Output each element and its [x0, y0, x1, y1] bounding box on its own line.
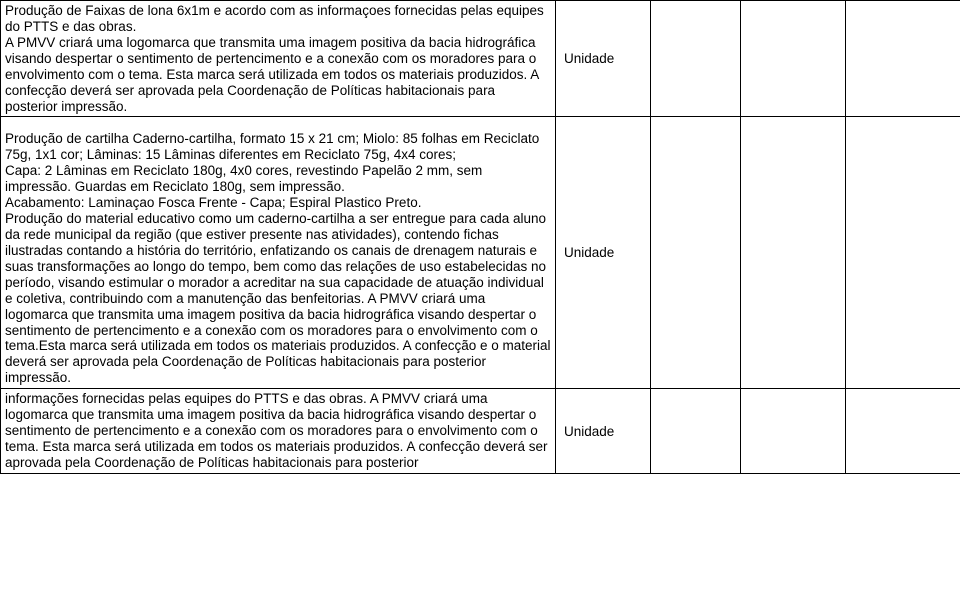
unit-text: Unidade: [564, 424, 614, 439]
unit-text: Unidade: [564, 51, 614, 66]
empty-cell: [846, 117, 960, 389]
description-cell: Produção de cartilha Caderno-cartilha, f…: [1, 117, 556, 389]
empty-cell: [741, 389, 846, 474]
description-cell: informações fornecidas pelas equipes do …: [1, 389, 556, 474]
document-table: Produção de Faixas de lona 6x1m e acordo…: [0, 0, 960, 474]
empty-cell: [651, 389, 741, 474]
unit-cell: Unidade: [556, 117, 651, 389]
table-row: Produção de cartilha Caderno-cartilha, f…: [1, 117, 960, 389]
empty-cell: [741, 1, 846, 117]
empty-cell: [651, 117, 741, 389]
description-text: Produção de cartilha Caderno-cartilha, f…: [5, 131, 551, 385]
empty-cell: [651, 1, 741, 117]
unit-text: Unidade: [564, 245, 614, 260]
table-row: Produção de Faixas de lona 6x1m e acordo…: [1, 1, 960, 117]
empty-cell: [846, 1, 960, 117]
description-text: Produção de Faixas de lona 6x1m e acordo…: [5, 3, 544, 114]
empty-cell: [846, 389, 960, 474]
empty-cell: [741, 117, 846, 389]
description-cell: Produção de Faixas de lona 6x1m e acordo…: [1, 1, 556, 117]
unit-cell: Unidade: [556, 1, 651, 117]
unit-cell: Unidade: [556, 389, 651, 474]
description-text: informações fornecidas pelas equipes do …: [5, 391, 548, 470]
table-row: informações fornecidas pelas equipes do …: [1, 389, 960, 474]
